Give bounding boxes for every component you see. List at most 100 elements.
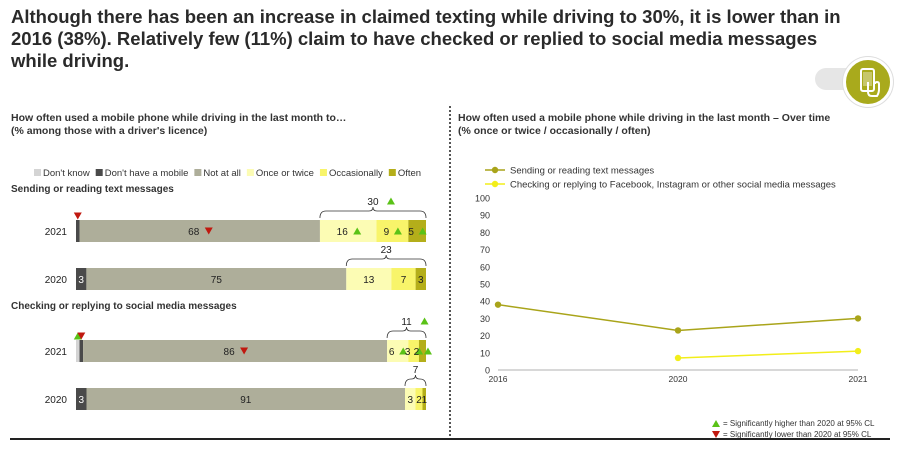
segment-label: 13 [363, 275, 375, 286]
y-tick-label: 0 [485, 366, 490, 376]
panel-divider [449, 106, 451, 436]
row-label: 2020 [45, 395, 68, 406]
bar-segment [415, 388, 423, 410]
group-title: Sending or reading text messages [11, 184, 174, 195]
segment-label: 9 [384, 227, 390, 238]
line-chart: Sending or reading text messages Checking… [475, 166, 868, 385]
data-point [494, 301, 502, 308]
segment-label: 91 [240, 395, 252, 406]
legend-label: Often [398, 168, 421, 179]
legend-label: Sending or reading text messages [510, 166, 654, 177]
bar-segment [376, 220, 409, 242]
triangle-up-icon [712, 420, 720, 428]
sig-up-triangle [418, 227, 427, 235]
group-title: Checking or replying to social media mes… [11, 301, 237, 312]
y-tick-label: 50 [480, 280, 490, 290]
total-sig-triangle [420, 317, 429, 325]
bar-segment [391, 268, 416, 290]
sig-up-triangle [399, 347, 408, 355]
left-panel-title: How often used a mobile phone while driv… [11, 112, 346, 138]
phone-hand-icon [843, 57, 893, 107]
x-tick-label: 2016 [489, 374, 508, 384]
legend-swatch [388, 169, 396, 176]
total-brace [404, 374, 427, 387]
legend-swatch [246, 169, 254, 176]
segment-label: 2 [414, 347, 420, 358]
sig-down-triangle [240, 347, 249, 355]
sig-higher-text: = Significantly higher than 2020 at 95% … [723, 419, 875, 428]
series-line [497, 303, 859, 332]
sig-up-triangle [73, 332, 82, 340]
bottom-rule [10, 438, 890, 440]
bar-segment [76, 220, 80, 242]
bar-segment [408, 340, 419, 362]
sig-higher-note: = Significantly higher than 2020 at 95% … [712, 419, 874, 428]
y-tick-label: 90 [480, 211, 490, 221]
segment-label: 3 [405, 347, 411, 358]
y-tick-label: 80 [480, 228, 490, 238]
legend-swatch [319, 169, 327, 176]
total-sig-triangle [386, 197, 395, 205]
bar-segment [415, 268, 426, 290]
bar-segment [405, 388, 416, 410]
bar-segment [79, 340, 84, 362]
legend-marker [491, 180, 499, 188]
right-panel-title-line2: (% once or twice / occasionally / often) [458, 125, 651, 137]
legend-swatch [34, 169, 41, 176]
data-point [674, 354, 682, 362]
legend-label: Don't know [43, 168, 90, 179]
bar-segment [86, 388, 405, 410]
sig-down-triangle [204, 227, 213, 235]
bar-segment [83, 340, 388, 362]
stacked-bar-chart: Don't know Don't have a mobile Not at all O… [11, 168, 432, 410]
segment-label: 16 [337, 227, 349, 238]
segment-label: 6 [389, 347, 395, 358]
legend-label: Occasionally [329, 168, 383, 179]
left-panel-title-line1: How often used a mobile phone while driv… [11, 112, 347, 124]
sig-up-triangle [415, 347, 424, 355]
x-tick-label: 2021 [849, 374, 868, 384]
sig-up-triangle [423, 347, 432, 355]
series-line [677, 350, 859, 359]
legend-label: Not at all [203, 168, 241, 179]
bar-segment [86, 268, 347, 290]
total-brace [386, 326, 427, 339]
sig-lower-text: = Significantly lower than 2020 at 95% C… [723, 430, 872, 439]
legend-swatch [194, 169, 202, 176]
y-tick-label: 60 [480, 262, 490, 272]
y-tick-label: 10 [480, 348, 490, 358]
headline: Although there has been an increase in c… [11, 6, 841, 71]
bar-segment [418, 340, 426, 362]
row-label: 2020 [45, 275, 68, 286]
bar-segment [387, 340, 409, 362]
sig-down-triangle [77, 332, 86, 340]
total-label: 23 [381, 245, 393, 256]
data-point [674, 327, 682, 334]
right-panel-title-line1: How often used a mobile phone while driv… [458, 112, 831, 124]
sig-up-triangle [353, 227, 362, 235]
segment-label: 7 [401, 275, 407, 286]
x-tick-label: 2020 [669, 374, 688, 384]
data-point [854, 315, 862, 322]
bar-segment [346, 268, 392, 290]
y-tick-label: 30 [480, 314, 490, 324]
bar-segment [319, 220, 377, 242]
bar-segment [76, 268, 87, 290]
y-tick-label: 100 [475, 194, 490, 204]
legend-label: Once or twice [256, 168, 314, 179]
bar-segment [408, 220, 426, 242]
segment-label: 68 [188, 227, 200, 238]
sig-lower-note: = Significantly lower than 2020 at 95% C… [712, 430, 871, 439]
total-label: 30 [367, 197, 379, 208]
y-tick-label: 20 [480, 331, 490, 341]
row-label: 2021 [45, 227, 68, 238]
segment-label: 3 [407, 395, 413, 406]
y-tick-label: 40 [480, 297, 490, 307]
sig-up-triangle [393, 227, 402, 235]
sig-down-triangle [73, 212, 82, 220]
total-label: 11 [401, 317, 412, 328]
total-label: 7 [413, 365, 419, 376]
total-brace [319, 206, 427, 219]
left-panel-title-line2: (% among those with a driver's licence) [11, 125, 208, 137]
right-panel-title: How often used a mobile phone while driv… [458, 112, 830, 138]
